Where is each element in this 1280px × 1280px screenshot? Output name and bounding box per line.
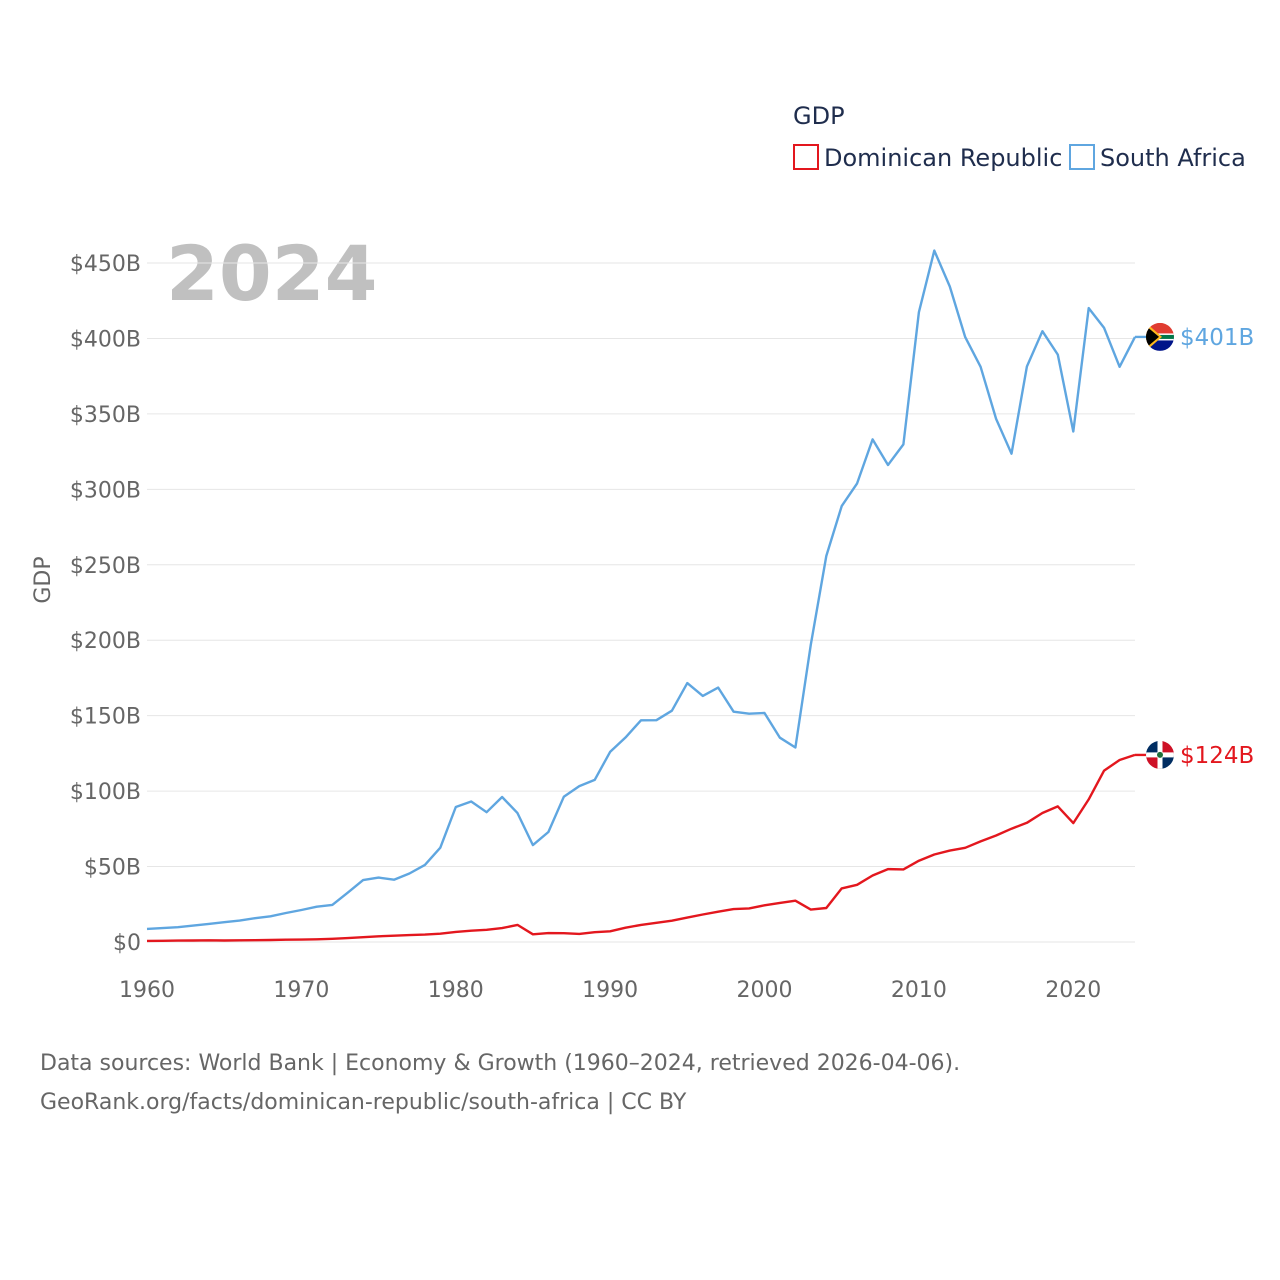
x-tick-label: 2010 [891, 978, 947, 1003]
y-tick-label: $200B [70, 629, 141, 654]
year-label: 2024 [166, 229, 378, 318]
y-tick-label: $50B [84, 856, 141, 881]
series-line-dominican-republic[interactable] [146, 753, 1136, 943]
legend-title: GDP [793, 102, 845, 130]
x-tick-label: 1970 [273, 978, 329, 1003]
y-tick-label: $350B [70, 403, 141, 428]
x-axis-ticks: 1960 1970 1980 1990 2000 2010 2020 [119, 978, 1101, 1003]
x-tick-label: 1960 [119, 978, 175, 1003]
x-tick-label: 2020 [1045, 978, 1101, 1003]
y-tick-label: $450B [70, 252, 141, 277]
y-axis-label: GDP [31, 556, 56, 603]
end-value-dominican-republic: $124B [1180, 743, 1254, 769]
series-lines [146, 249, 1160, 943]
source-note: Data sources: World Bank | Economy & Gro… [40, 1044, 960, 1122]
x-tick-label: 1990 [582, 978, 638, 1003]
legend: GDP Dominican Republic South Africa [793, 102, 1246, 172]
end-value-south-africa: $401B [1180, 325, 1254, 351]
series-line-south-africa[interactable] [146, 249, 1137, 931]
y-tick-label: $100B [70, 780, 141, 805]
y-tick-label: $0 [113, 931, 141, 956]
source-line-2[interactable]: GeoRank.org/facts/dominican-republic/sou… [40, 1090, 687, 1115]
legend-swatch-dominican-republic[interactable] [793, 144, 819, 170]
flag-south-africa-icon [1146, 322, 1174, 351]
y-tick-label: $300B [70, 478, 141, 503]
source-line-1: Data sources: World Bank | Economy & Gro… [40, 1051, 961, 1076]
flag-dominican-republic-icon [1146, 740, 1174, 769]
y-tick-label: $250B [70, 554, 141, 579]
y-tick-label: $150B [70, 705, 141, 730]
legend-swatch-south-africa[interactable] [1069, 144, 1095, 170]
legend-label-south-africa[interactable]: South Africa [1100, 144, 1246, 172]
y-tick-label: $400B [70, 327, 141, 352]
gridlines [147, 262, 1135, 943]
y-axis-ticks: $0 $50B $100B $150B $200B $250B $300B $350B $400… [70, 252, 141, 956]
x-tick-label: 1980 [428, 978, 484, 1003]
x-tick-label: 2000 [737, 978, 793, 1003]
legend-label-dominican-republic[interactable]: Dominican Republic [824, 144, 1062, 172]
